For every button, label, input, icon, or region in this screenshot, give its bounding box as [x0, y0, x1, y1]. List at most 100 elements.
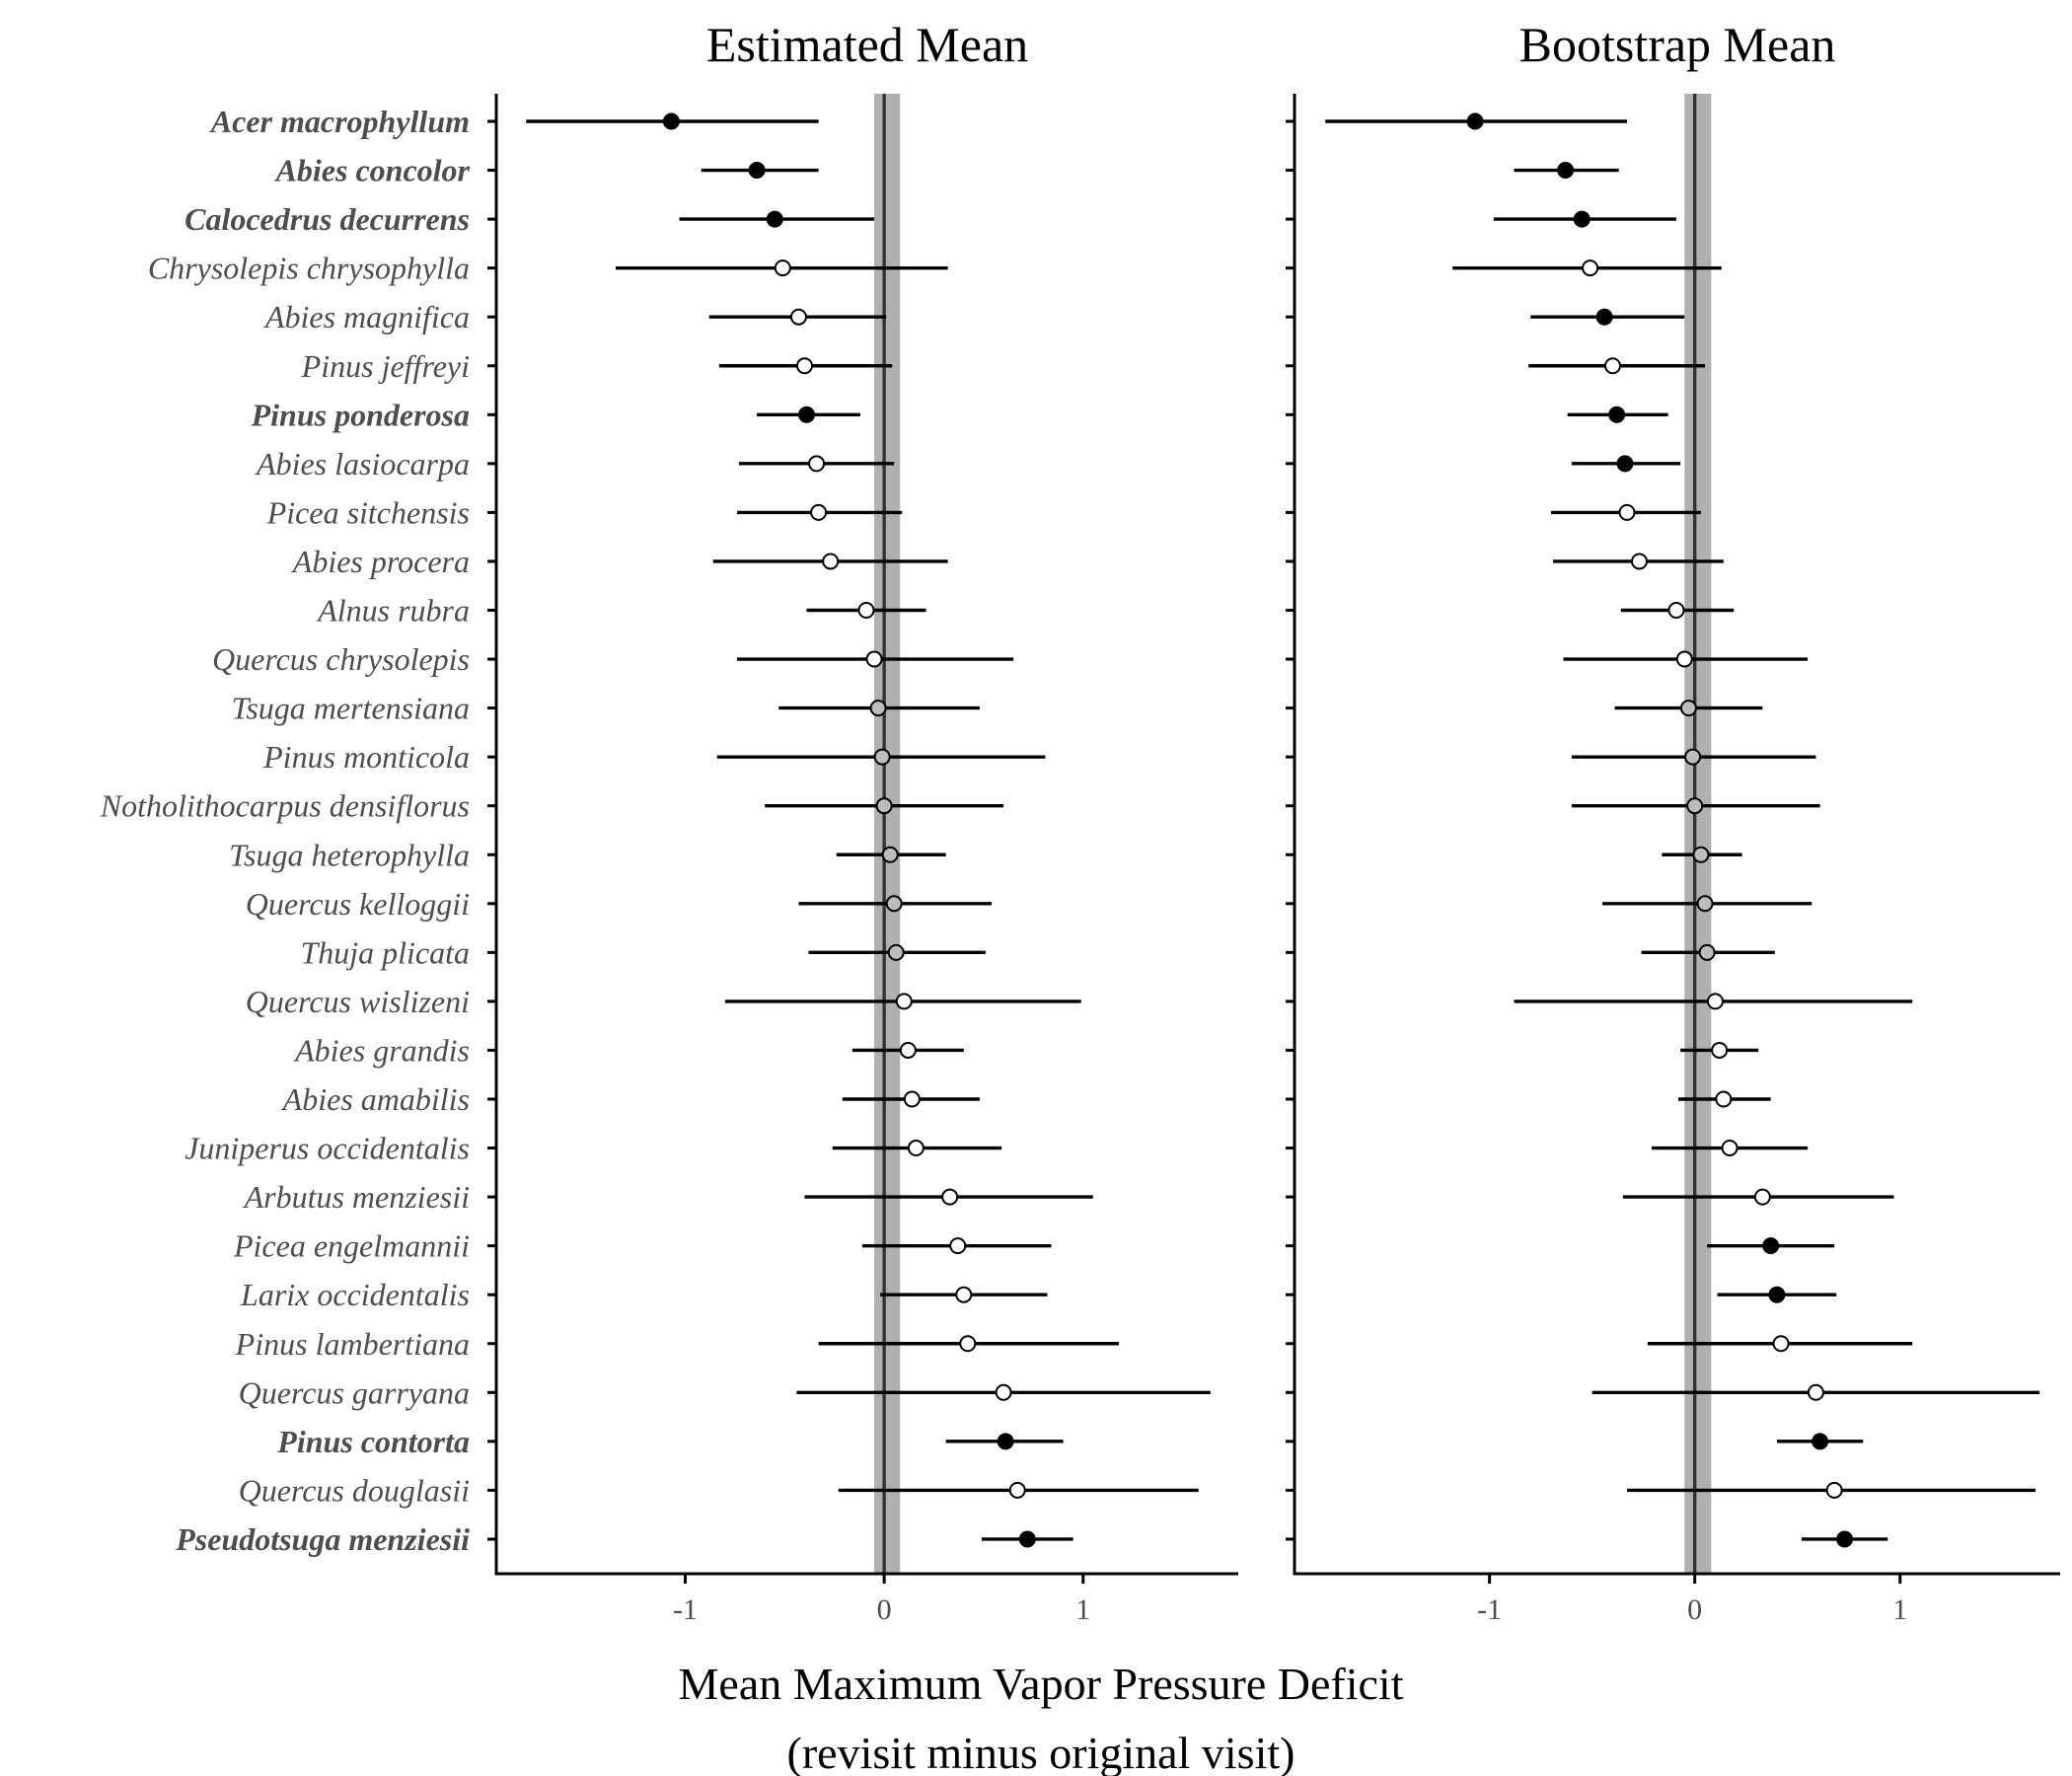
species-label: Quercus douglasii [239, 1472, 470, 1508]
x-tick-label: 1 [1892, 1593, 1907, 1626]
x-axis-label-line-1: Mean Maximum Vapor Pressure Deficit [679, 1659, 1404, 1709]
species-label: Pinus ponderosa [251, 397, 470, 432]
species-label: Abies magnifica [263, 299, 470, 334]
mean-point [959, 1335, 977, 1353]
species-label: Quercus garryana [239, 1374, 470, 1410]
mean-point [941, 1188, 959, 1206]
mean-point [795, 357, 813, 375]
mean-point [1768, 1286, 1786, 1303]
mean-point [903, 1090, 921, 1108]
mean-point [955, 1286, 973, 1303]
mean-point [1603, 357, 1621, 375]
mean-point [774, 259, 791, 277]
x-tick-label: -1 [1477, 1593, 1502, 1626]
mean-point [1825, 1481, 1843, 1499]
mean-point [995, 1383, 1012, 1401]
species-label: Arbutus menziesii [243, 1179, 470, 1215]
mean-point [949, 1237, 967, 1255]
mean-point [1631, 553, 1649, 570]
mean-point [1573, 210, 1591, 228]
mean-point [873, 748, 891, 766]
mean-point [881, 846, 899, 863]
species-label: Abies concolor [274, 153, 471, 188]
mean-point [1698, 943, 1716, 961]
x-tick-label: -1 [673, 1593, 698, 1626]
mean-point [875, 797, 893, 815]
species-label: Quercus kelloggii [246, 886, 470, 922]
species-label: Pinus contorta [276, 1424, 470, 1459]
species-label: Tsuga mertensiana [231, 691, 470, 726]
panel-title: Bootstrap Mean [1519, 17, 1836, 72]
mean-point [857, 602, 875, 619]
mean-point [1466, 112, 1484, 130]
species-label: Abies amabilis [281, 1081, 470, 1117]
mean-point [869, 700, 887, 717]
mean-point [1721, 1140, 1739, 1157]
mean-point [810, 503, 828, 521]
mean-point [907, 1140, 925, 1157]
species-label: Tsuga heterophylla [229, 837, 470, 872]
x-tick-label: 1 [1075, 1593, 1090, 1626]
mean-point [789, 308, 807, 326]
species-label: Acer macrophyllum [209, 104, 470, 139]
mean-point [1715, 1090, 1733, 1108]
mean-point [885, 895, 903, 913]
species-label: Abies grandis [293, 1032, 470, 1068]
species-label: Pinus lambertiana [235, 1326, 470, 1362]
mean-point [1762, 1237, 1780, 1255]
x-tick-label: 0 [1687, 1593, 1702, 1626]
species-label: Abies lasiocarpa [255, 446, 470, 481]
mean-point [1582, 259, 1599, 277]
reference-band [1684, 94, 1712, 1574]
mean-point [1595, 308, 1613, 326]
mean-point [1686, 797, 1704, 815]
species-label: Pinus monticola [262, 739, 470, 775]
mean-point [1772, 1335, 1790, 1353]
mean-point [1711, 1041, 1729, 1059]
species-label: Picea engelmannii [233, 1228, 470, 1264]
mean-point [1807, 1383, 1824, 1401]
mean-point [822, 553, 840, 570]
species-label: Picea sitchensis [266, 494, 470, 530]
mean-point [1616, 455, 1634, 473]
mean-point [1667, 602, 1685, 619]
mean-point [662, 112, 680, 130]
mean-point [766, 210, 783, 228]
species-label: Pinus jeffreyi [301, 348, 470, 384]
mean-point [1696, 895, 1714, 913]
species-label: Larix occidentalis [240, 1277, 470, 1312]
species-label: Abies procera [291, 544, 470, 579]
species-label: Juniperus occidentalis [185, 1131, 470, 1166]
species-label: Notholithocarpus densiflorus [100, 788, 470, 824]
species-label: Thuja plicata [300, 934, 470, 970]
panel-title: Estimated Mean [706, 17, 1028, 72]
mean-point [1684, 748, 1702, 766]
mean-point [1836, 1530, 1854, 1548]
mean-point [1008, 1481, 1026, 1499]
x-axis-label-line-2: (revisit minus original visit) [787, 1728, 1295, 1776]
mean-point [1608, 406, 1626, 423]
mean-point [899, 1041, 917, 1059]
species-label: Quercus wislizeni [246, 984, 470, 1019]
mean-point [895, 993, 913, 1010]
species-label: Quercus chrysolepis [212, 641, 470, 677]
mean-point [1018, 1530, 1036, 1548]
mean-point [1706, 993, 1724, 1010]
x-tick-label: 0 [877, 1593, 892, 1626]
species-label: Calocedrus decurrens [185, 201, 470, 237]
mean-point [1679, 700, 1697, 717]
mean-point [1618, 503, 1636, 521]
mean-point [808, 455, 826, 473]
mean-point [798, 406, 816, 423]
mean-point [887, 943, 905, 961]
mean-point [865, 650, 883, 668]
species-label: Alnus rubra [316, 593, 470, 629]
mean-point [1557, 162, 1575, 180]
mean-point [997, 1433, 1014, 1450]
reference-band [874, 94, 901, 1574]
mean-point [1812, 1433, 1829, 1450]
mean-point [1753, 1188, 1771, 1206]
panel-bootstrap-mean: Bootstrap Mean -1 0 1 [1286, 17, 2060, 1626]
species-axis-labels: Acer macrophyllum Abies concolor Calocedru… [100, 104, 471, 1557]
